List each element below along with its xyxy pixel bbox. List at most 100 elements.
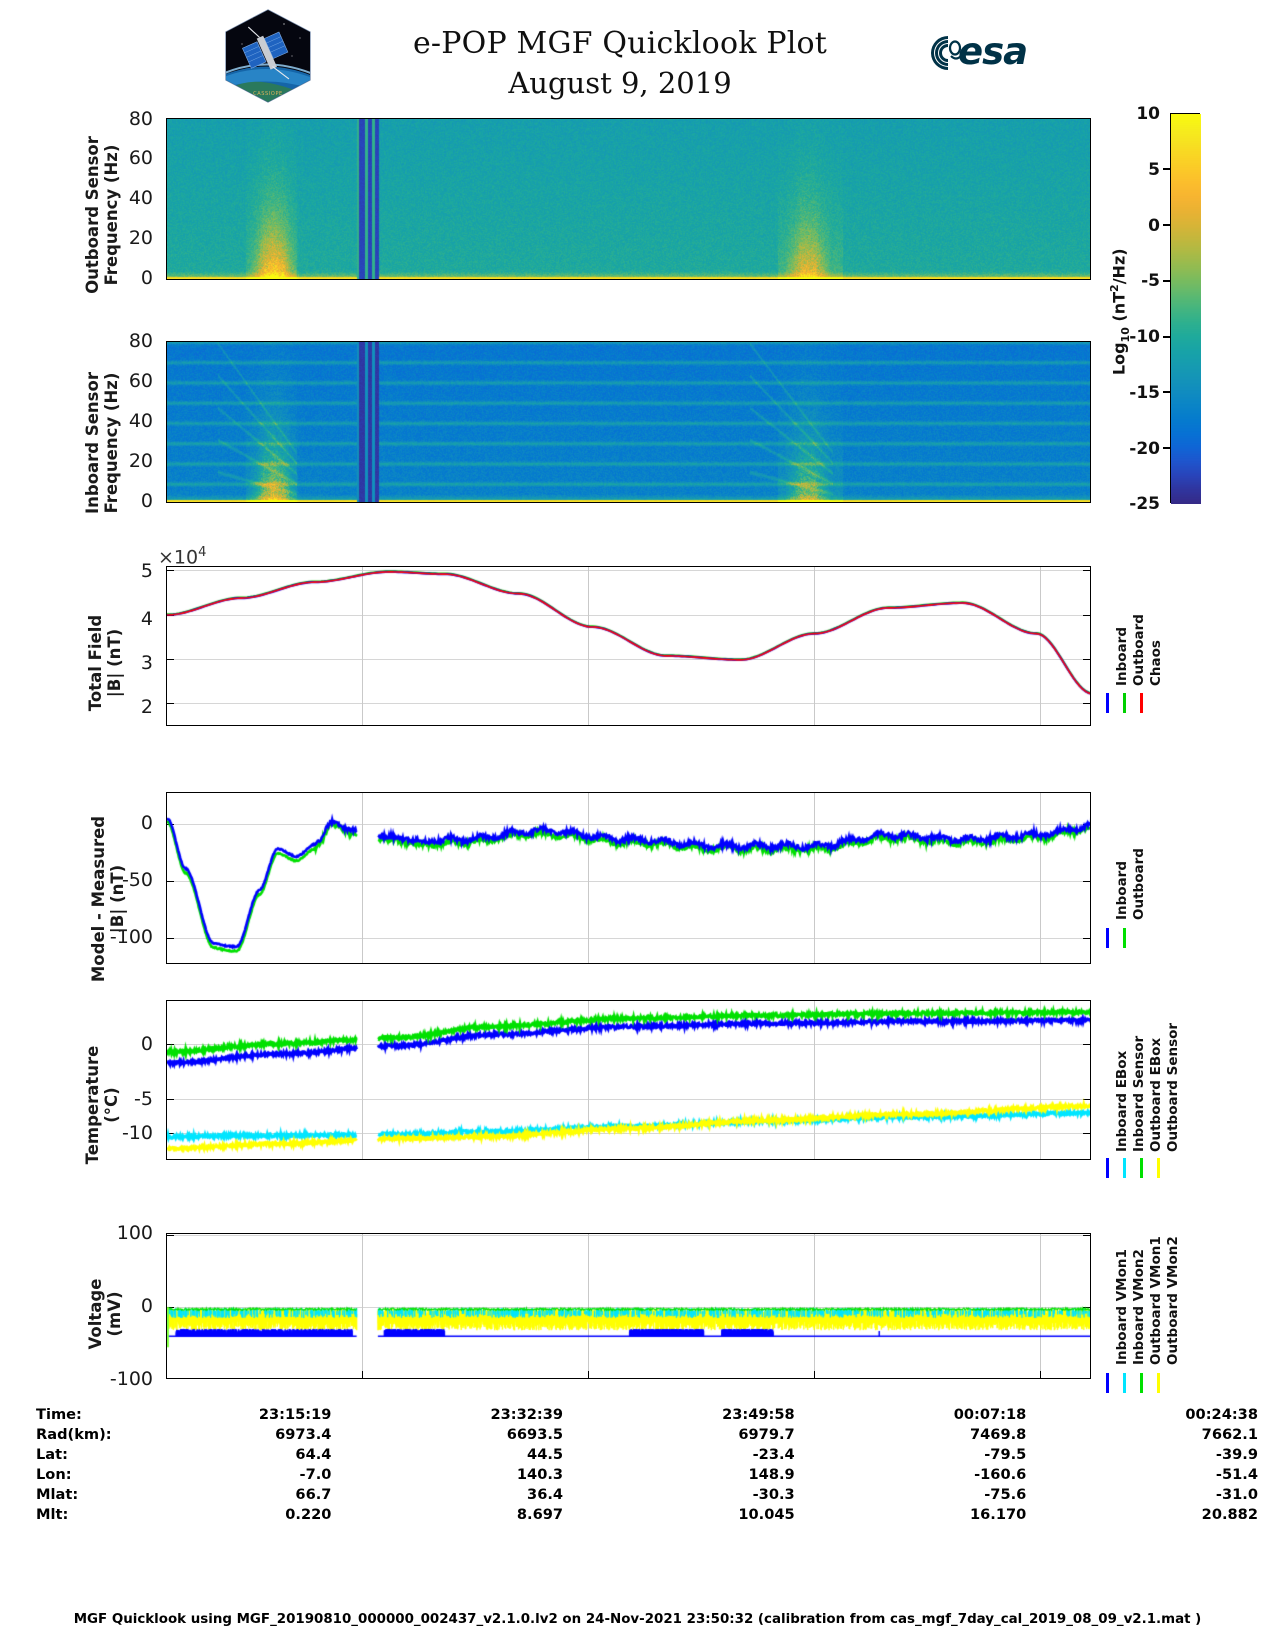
inboard-spec-ylabel: Inboard Sensor Frequency (Hz) (83, 372, 121, 514)
legend-label-outboard: Outboard (1131, 614, 1147, 686)
inboard-ytick-40: 40 (128, 410, 153, 432)
cassiope-satellite-logo: CASSIOPE (225, 9, 311, 103)
table-cell: 6973.4 (275, 1425, 332, 1443)
legend-label-outboard-vmon2: Outboard VMon2 (1165, 1236, 1181, 1365)
colorbar-tick--10: -10 (1129, 327, 1160, 347)
table-spacer (331, 1444, 369, 1464)
colorbar-label: Log10 (nT2/Hz) (1108, 248, 1132, 376)
colorbar[interactable] (1170, 113, 1201, 504)
esa-logo (931, 36, 962, 70)
table-spacer (563, 1504, 601, 1524)
table-spacer (563, 1484, 601, 1504)
table-spacer (1026, 1484, 1064, 1504)
outboard-ytick-40: 40 (128, 187, 153, 209)
table-row: Mlt: 0.220 8.697 10.045 16.170 20.882 (18, 1504, 1258, 1524)
voltage-ytick--100: -100 (109, 1368, 153, 1390)
table-spacer (795, 1444, 833, 1464)
outboard-spec-ylabel: Outboard Sensor Frequency (Hz) (83, 136, 121, 294)
table-row-key: Mlt: (36, 1505, 69, 1523)
legend-swatch-outboard (1123, 693, 1126, 713)
table-spacer (795, 1504, 833, 1524)
table-cell: 7662.1 (1201, 1425, 1258, 1443)
table-row-key: Lon: (36, 1465, 72, 1483)
temp-ytick--5: -5 (134, 1088, 153, 1110)
inboard-ytick-80: 80 (128, 330, 153, 352)
inboard-ytick-0: 0 (140, 490, 153, 512)
legend-label-outboard-vmon1: Outboard VMon1 (1148, 1236, 1164, 1365)
table-spacer (795, 1464, 833, 1484)
table-spacer (563, 1404, 601, 1424)
legend-swatch-outboard-ebox (1140, 1158, 1143, 1178)
table-cell: 23:49:58 (722, 1405, 795, 1423)
table-cell: -39.9 (1215, 1445, 1258, 1463)
table-cell: 16.170 (969, 1505, 1027, 1523)
table-cell: -7.0 (299, 1465, 332, 1483)
table-cell: 20.882 (1201, 1505, 1258, 1523)
legend-swatch-outboard-sensor (1157, 1158, 1160, 1178)
model-ytick-0: 0 (140, 812, 153, 834)
model-ytick--100: -100 (109, 926, 153, 948)
esa-wordmark: esa (958, 30, 1028, 73)
table-row: Lon: -7.0 140.3 148.9 -160.6 -51.4 (18, 1464, 1258, 1484)
table-spacer (795, 1404, 833, 1424)
model-ytick--50: -50 (121, 869, 153, 891)
ephemeris-table: Time: 23:15:19 23:32:39 23:49:58 00:07:18 00:… (0, 1404, 1275, 1524)
title-date: August 9, 2019 (508, 66, 732, 100)
legend-label-inboard-ebox: Inboard EBox (1114, 1050, 1130, 1152)
table-spacer (1026, 1444, 1064, 1464)
table-cell: 23:32:39 (490, 1405, 564, 1423)
inboard-ytick-60: 60 (128, 370, 153, 392)
temp-ytick-0: 0 (140, 1033, 153, 1055)
table-spacer (331, 1404, 369, 1424)
table-spacer (1026, 1504, 1064, 1524)
colorbar-tick-10: 10 (1136, 104, 1160, 124)
total-field-panel[interactable] (166, 566, 1091, 726)
model-measured-panel[interactable] (166, 792, 1091, 964)
outboard-spectrogram-panel[interactable] (166, 118, 1091, 280)
colorbar-dash-5 (1163, 168, 1170, 170)
legend-swatch-outboard-vmon1 (1140, 1373, 1143, 1393)
total-field-ytick-3: 3 (140, 652, 153, 674)
table-cell: 36.4 (527, 1485, 564, 1503)
legend-swatch-model-inboard (1106, 928, 1109, 948)
page-title: e-POP MGF Quicklook Plot August 9, 2019 (330, 24, 910, 102)
total-field-exponent: ×104 (158, 545, 207, 569)
table-spacer (563, 1444, 601, 1464)
table-row: Time: 23:15:19 23:32:39 23:49:58 00:07:18 00:… (18, 1404, 1258, 1424)
table-spacer (795, 1484, 833, 1504)
table-cell: 8.697 (516, 1505, 564, 1523)
colorbar-tick--25: -25 (1129, 494, 1160, 514)
legend-label-inboard-vmon1: Inboard VMon1 (1114, 1249, 1130, 1365)
legend-swatch-outboard-vmon2 (1157, 1373, 1160, 1393)
legend-label-inboard-sensor: Inboard Sensor (1131, 1035, 1147, 1152)
inboard-spectrogram-panel[interactable] (166, 341, 1091, 503)
table-cell: 44.5 (527, 1445, 564, 1463)
table-spacer (331, 1504, 369, 1524)
colorbar-tick-0: 0 (1148, 216, 1160, 236)
table-cell: 140.3 (516, 1465, 564, 1483)
table-cell: -23.4 (752, 1445, 795, 1463)
table-cell: 00:07:18 (953, 1405, 1027, 1423)
legend-label-outboard-ebox: Outboard EBox (1148, 1037, 1164, 1152)
voltage-ytick-0: 0 (140, 1295, 153, 1317)
legend-swatch-inboard-sensor (1123, 1158, 1126, 1178)
inboard-ytick-20: 20 (128, 450, 153, 472)
voltage-panel[interactable] (166, 1233, 1091, 1379)
table-spacer (1026, 1424, 1064, 1444)
colorbar-tick-5: 5 (1148, 160, 1160, 180)
colorbar-dash--20 (1163, 447, 1170, 449)
table-cell: -75.6 (984, 1485, 1027, 1503)
table-row-key: Lat: (36, 1445, 68, 1463)
table-spacer (331, 1484, 369, 1504)
temperature-panel[interactable] (166, 1000, 1091, 1160)
colorbar-dash--10 (1163, 336, 1170, 338)
legend-label-inboard: Inboard (1114, 626, 1130, 686)
table-cell: 148.9 (748, 1465, 795, 1483)
legend-label-model-outboard: Outboard (1131, 848, 1147, 920)
table-row: Mlat: 66.7 36.4 -30.3 -75.6 -31.0 (18, 1484, 1258, 1504)
table-cell: -79.5 (984, 1445, 1027, 1463)
table-spacer (331, 1464, 369, 1484)
outboard-ytick-60: 60 (128, 147, 153, 169)
legend-swatch-inboard (1106, 693, 1109, 713)
